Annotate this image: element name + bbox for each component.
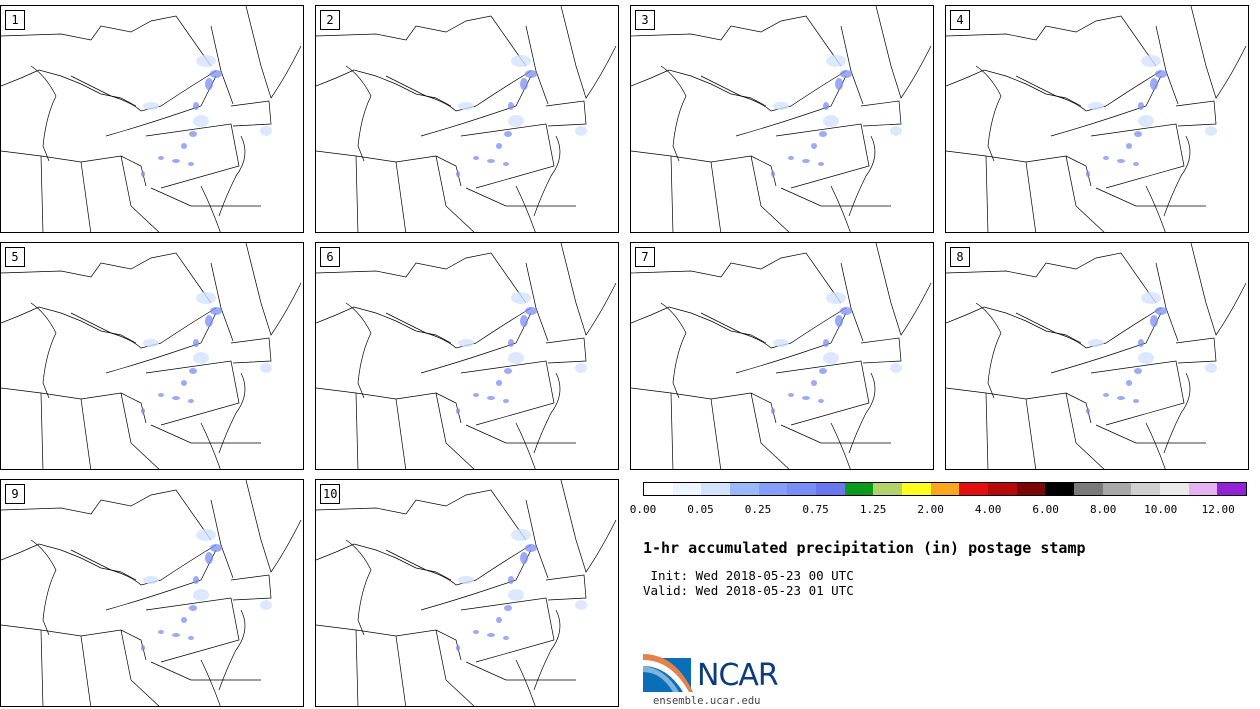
chart-title: 1-hr accumulated precipitation (in) post… [643, 539, 1086, 557]
colorbar-swatch [730, 483, 759, 495]
colorbar-swatch [816, 483, 845, 495]
panel-number-badge: 1 [5, 10, 25, 30]
colorbar-tick-label: 0.25 [744, 503, 772, 516]
colorbar-swatch [1160, 483, 1189, 495]
map-panel: 2 [315, 5, 619, 233]
map-panel: 9 [0, 479, 304, 707]
colorbar-tick-label: 12.00 [1201, 503, 1235, 516]
ncar-logo-icon [643, 654, 693, 692]
colorbar-swatch [758, 483, 788, 495]
colorbar-swatch [959, 483, 989, 495]
map-panel: 6 [315, 242, 619, 470]
colorbar-tick-label: 0.00 [629, 503, 657, 516]
colorbar-swatch [672, 483, 702, 495]
panel-number-badge: 4 [950, 10, 970, 30]
colorbar-tick-label: 2.00 [917, 503, 944, 516]
colorbar-tick-label: 10.00 [1144, 503, 1178, 516]
colorbar-swatch [1074, 483, 1103, 495]
colorbar-swatch [1131, 483, 1161, 495]
panel-number-badge: 6 [320, 247, 340, 267]
colorbar-swatch [1102, 483, 1132, 495]
map-panel: 8 [945, 242, 1249, 470]
panel-number-badge: 5 [5, 247, 25, 267]
colorbar-tick-label: 1.25 [859, 503, 887, 516]
map-panel: 3 [630, 5, 934, 233]
colorbar-swatch [1188, 483, 1218, 495]
colorbar-tick-label: 8.00 [1089, 503, 1117, 516]
colorbar [643, 482, 1247, 496]
colorbar-swatch [1016, 483, 1046, 495]
colorbar-swatch [930, 483, 960, 495]
colorbar-swatch [1217, 483, 1247, 495]
colorbar-swatch [787, 483, 817, 495]
colorbar-swatch [701, 483, 731, 495]
colorbar-swatch [644, 483, 673, 495]
map-panel: 4 [945, 5, 1249, 233]
colorbar-swatch [873, 483, 903, 495]
colorbar-tick-label: 0.75 [802, 503, 829, 516]
colorbar-swatch [844, 483, 874, 495]
colorbar-swatch [902, 483, 931, 495]
map-panel: 1 [0, 5, 304, 233]
init-time: Init: Wed 2018-05-23 00 UTC [643, 568, 854, 583]
panel-number-badge: 8 [950, 247, 970, 267]
map-panel: 7 [630, 242, 934, 470]
colorbar-swatch [1045, 483, 1075, 495]
panel-number-badge: 7 [635, 247, 655, 267]
panel-number-badge: 3 [635, 10, 655, 30]
logo-url: ensemble.ucar.edu [653, 695, 761, 707]
panel-number-badge: 2 [320, 10, 340, 30]
colorbar-swatch [988, 483, 1017, 495]
colorbar-tick-label: 0.05 [687, 503, 714, 516]
logo-text: NCAR [697, 658, 779, 693]
valid-time: Valid: Wed 2018-05-23 01 UTC [643, 583, 854, 598]
map-panel: 10 [315, 479, 619, 707]
panel-number-badge: 9 [5, 484, 25, 504]
map-panel: 5 [0, 242, 304, 470]
panel-number-badge: 10 [320, 484, 341, 504]
colorbar-tick-label: 4.00 [974, 503, 1002, 516]
colorbar-tick-label: 6.00 [1032, 503, 1059, 516]
